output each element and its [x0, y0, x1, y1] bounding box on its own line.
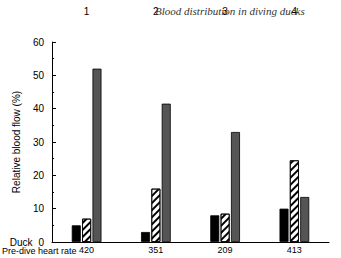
svg-text:20: 20 [33, 170, 45, 181]
svg-text:Blood distribution in diving d: Blood distribution in diving ducks [155, 5, 305, 17]
svg-text:420: 420 [79, 245, 94, 255]
svg-text:60: 60 [33, 37, 45, 48]
svg-text:10: 10 [33, 203, 45, 214]
svg-text:Duck: Duck [10, 237, 34, 248]
svg-text:50: 50 [33, 70, 45, 81]
svg-text:40: 40 [33, 103, 45, 114]
svg-text:209: 209 [218, 245, 233, 255]
svg-text:30: 30 [33, 137, 45, 148]
svg-text:Pre-dive heart rate: Pre-dive heart rate [2, 245, 77, 256]
svg-text:413: 413 [287, 245, 302, 255]
svg-text:Relative blood flow (%): Relative blood flow (%) [11, 91, 22, 193]
svg-text:351: 351 [148, 245, 163, 255]
svg-text:0: 0 [38, 237, 44, 248]
svg-text:1: 1 [84, 6, 90, 17]
